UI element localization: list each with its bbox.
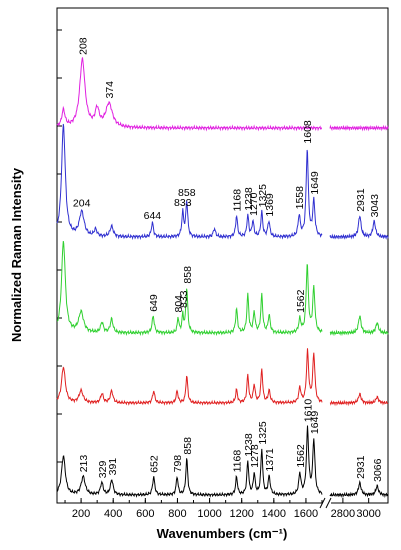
axis-break-slash [325,497,332,509]
peak-label: 1371 [264,448,276,472]
peak-label: 213 [78,455,90,473]
peak-label: 858 [182,437,194,455]
peak-label: 1238 [243,433,255,457]
peak-label: 391 [107,458,119,476]
spectrum-trace-left [56,241,323,336]
peak-label: 208 [77,37,89,55]
spectrum-trace-right [329,479,389,499]
spectrum-trace-right [329,392,389,407]
peak-label: 204 [73,198,91,210]
peak-label: 833 [174,197,192,209]
x-tick-label: 1600 [294,508,318,520]
x-tick-label: 1400 [262,508,286,520]
spectrum-trace-right [329,124,389,132]
peak-label: 1168 [232,450,244,473]
peak-label: 652 [149,455,161,473]
x-tick-label: 2800 [331,508,355,520]
peak-label: 3043 [369,194,381,218]
axis-break-slash [319,497,326,509]
peak-label: 2931 [355,455,367,479]
spectrum-trace-right [329,215,389,240]
axis-break-marker [319,497,332,509]
peak-label: 1649 [309,411,321,435]
peak-label: 804 [173,295,185,313]
peak-label: 1649 [309,171,321,195]
peak-label: 2931 [355,188,367,212]
plot-frame [56,7,389,504]
peak-label: 1562 [295,444,307,468]
peak-label: 1369 [264,193,276,217]
spectrum-trace-left [56,348,323,406]
peak-label: 1325 [257,421,269,445]
axis-break-gap [323,500,331,506]
peak-label: 1270 [248,192,260,216]
peak-label: 644 [144,210,162,222]
x-tick-label: 3000 [356,508,380,520]
x-tick-label: 400 [104,508,122,520]
peak-label: 1608 [302,120,314,144]
spectrum-trace-right [329,315,389,337]
spectra-traces [56,57,389,499]
spectrum-trace-left [56,123,323,241]
peak-label: 1558 [294,186,306,210]
y-axis-ticks [57,29,62,463]
spectrum-trace-left [56,57,322,132]
peak-label: 858 [178,187,196,199]
peak-label: 329 [97,461,109,479]
x-tick-label: 1000 [197,508,221,520]
peak-label: 858 [182,266,194,284]
x-tick-label: 1200 [229,508,253,520]
y-axis-label: Normalized Raman Intensity [9,167,24,342]
x-axis-ticks: 200 400 600 800 1000 1200 1400 1600 2800 3000 [64,498,381,520]
x-axis-label: Wavenumbers (cm⁻¹) [157,526,288,541]
spectrum-trace-left [56,425,323,498]
peak-label: 3066 [372,458,384,482]
peak-label: 1610 [303,399,315,423]
peak-label: 374 [104,81,116,99]
peak-label: 649 [148,294,160,312]
peak-label: 1238 [243,187,255,211]
peak-label: 1562 [295,289,307,313]
peak-label: 798 [172,455,184,473]
x-tick-label: 600 [136,508,154,520]
peak-label: 1278 [249,444,261,468]
peak-label: 1168 [232,189,244,212]
x-tick-label: 800 [168,508,186,520]
peak-label: 1325 [257,184,269,208]
x-tick-label: 200 [72,508,90,520]
peak-label: 833 [178,290,190,308]
